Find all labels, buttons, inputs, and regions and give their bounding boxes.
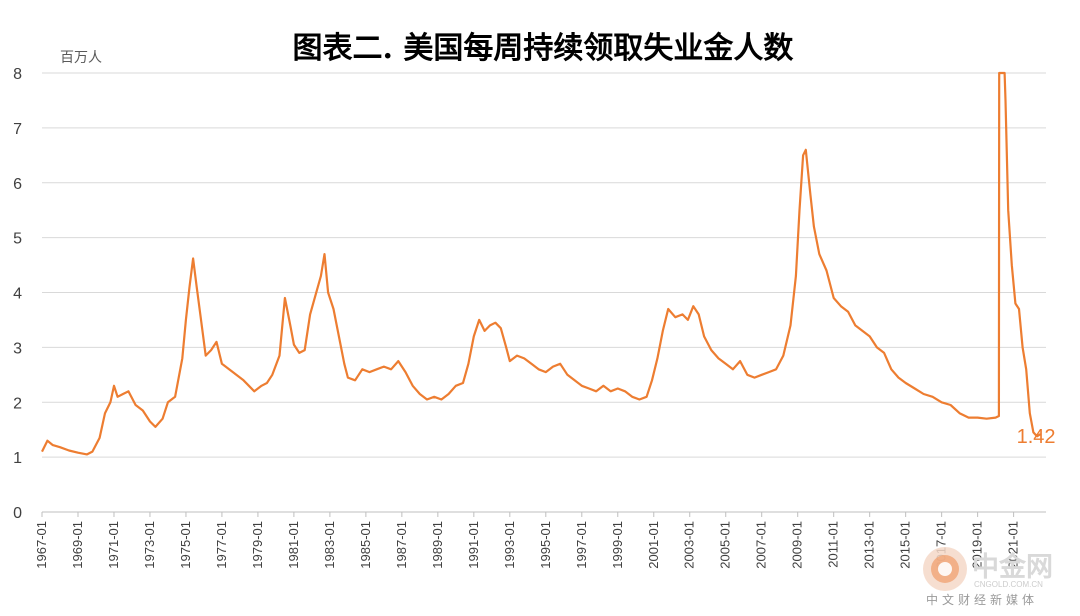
series-line-0 bbox=[41, 71, 1042, 456]
watermark-tagline: 中文财经新媒体 bbox=[926, 592, 1038, 607]
x-tick-label: 2015-01 bbox=[898, 521, 913, 569]
y-tick-label: 3 bbox=[13, 340, 22, 357]
y-tick-label: 8 bbox=[13, 66, 22, 83]
x-tick-label: 2011-01 bbox=[826, 521, 841, 568]
x-tick-label: 1997-01 bbox=[574, 521, 589, 569]
watermark-logo bbox=[923, 547, 967, 591]
x-axis-ticks: 1967-01 1969-01 1971-01 1973-01 1975-01 1977-… bbox=[34, 512, 1021, 569]
x-tick-label: 2019-01 bbox=[970, 521, 985, 569]
x-tick-label: 2013-01 bbox=[862, 521, 877, 569]
x-tick-label: 1985-01 bbox=[358, 521, 373, 569]
x-tick-label: 2009-01 bbox=[790, 521, 805, 569]
x-tick-label: 1969-01 bbox=[70, 521, 85, 569]
x-tick-label: 1983-01 bbox=[322, 521, 337, 569]
y-tick-label: 1 bbox=[13, 450, 22, 467]
x-tick-label: 1987-01 bbox=[394, 521, 409, 569]
x-tick-label: 1981-01 bbox=[286, 521, 301, 569]
y-tick-label: 5 bbox=[13, 231, 22, 248]
x-tick-label: 1993-01 bbox=[502, 521, 517, 569]
y-axis-ticks: 0 1 2 3 4 5 6 7 8 bbox=[13, 66, 22, 522]
x-tick-label: 1971-01 bbox=[106, 521, 121, 569]
x-tick-label: 1973-01 bbox=[142, 521, 157, 569]
y-tick-label: 7 bbox=[13, 121, 22, 138]
y-axis-unit-label: 百万人 bbox=[60, 50, 102, 66]
x-tick-label: 2021-01 bbox=[1006, 521, 1021, 569]
x-tick-label: 2005-01 bbox=[718, 521, 733, 569]
x-tick-label: 1975-01 bbox=[178, 521, 193, 569]
y-tick-label: 0 bbox=[13, 505, 22, 522]
end-value-label: 1.42 bbox=[1017, 426, 1056, 448]
x-tick-label: 2001-01 bbox=[646, 521, 661, 569]
y-tick-label: 4 bbox=[13, 286, 22, 303]
x-tick-label: 2003-01 bbox=[682, 521, 697, 569]
x-tick-label: 2007-01 bbox=[754, 521, 769, 569]
x-tick-label: 1991-01 bbox=[466, 521, 481, 569]
y-tick-label: 2 bbox=[13, 395, 22, 412]
gridlines bbox=[42, 72, 1046, 513]
x-tick-label: 1977-01 bbox=[214, 521, 229, 569]
x-tick-label: 1967-01 bbox=[34, 521, 49, 569]
y-tick-label: 6 bbox=[13, 176, 22, 193]
x-tick-label: 1979-01 bbox=[250, 521, 265, 569]
chart-title: 图表二. 美国每周持续领取失业金人数 bbox=[293, 31, 795, 66]
watermark-brand: 中金网 bbox=[972, 551, 1053, 583]
x-tick-label: 1995-01 bbox=[538, 521, 553, 569]
x-tick-label: 1989-01 bbox=[430, 521, 445, 569]
x-tick-label: 1999-01 bbox=[610, 521, 625, 569]
annotations: 1.42 bbox=[1017, 426, 1056, 448]
watermark-url: CNGOLD.COM.CN bbox=[974, 580, 1043, 589]
series-layer bbox=[41, 71, 1042, 456]
